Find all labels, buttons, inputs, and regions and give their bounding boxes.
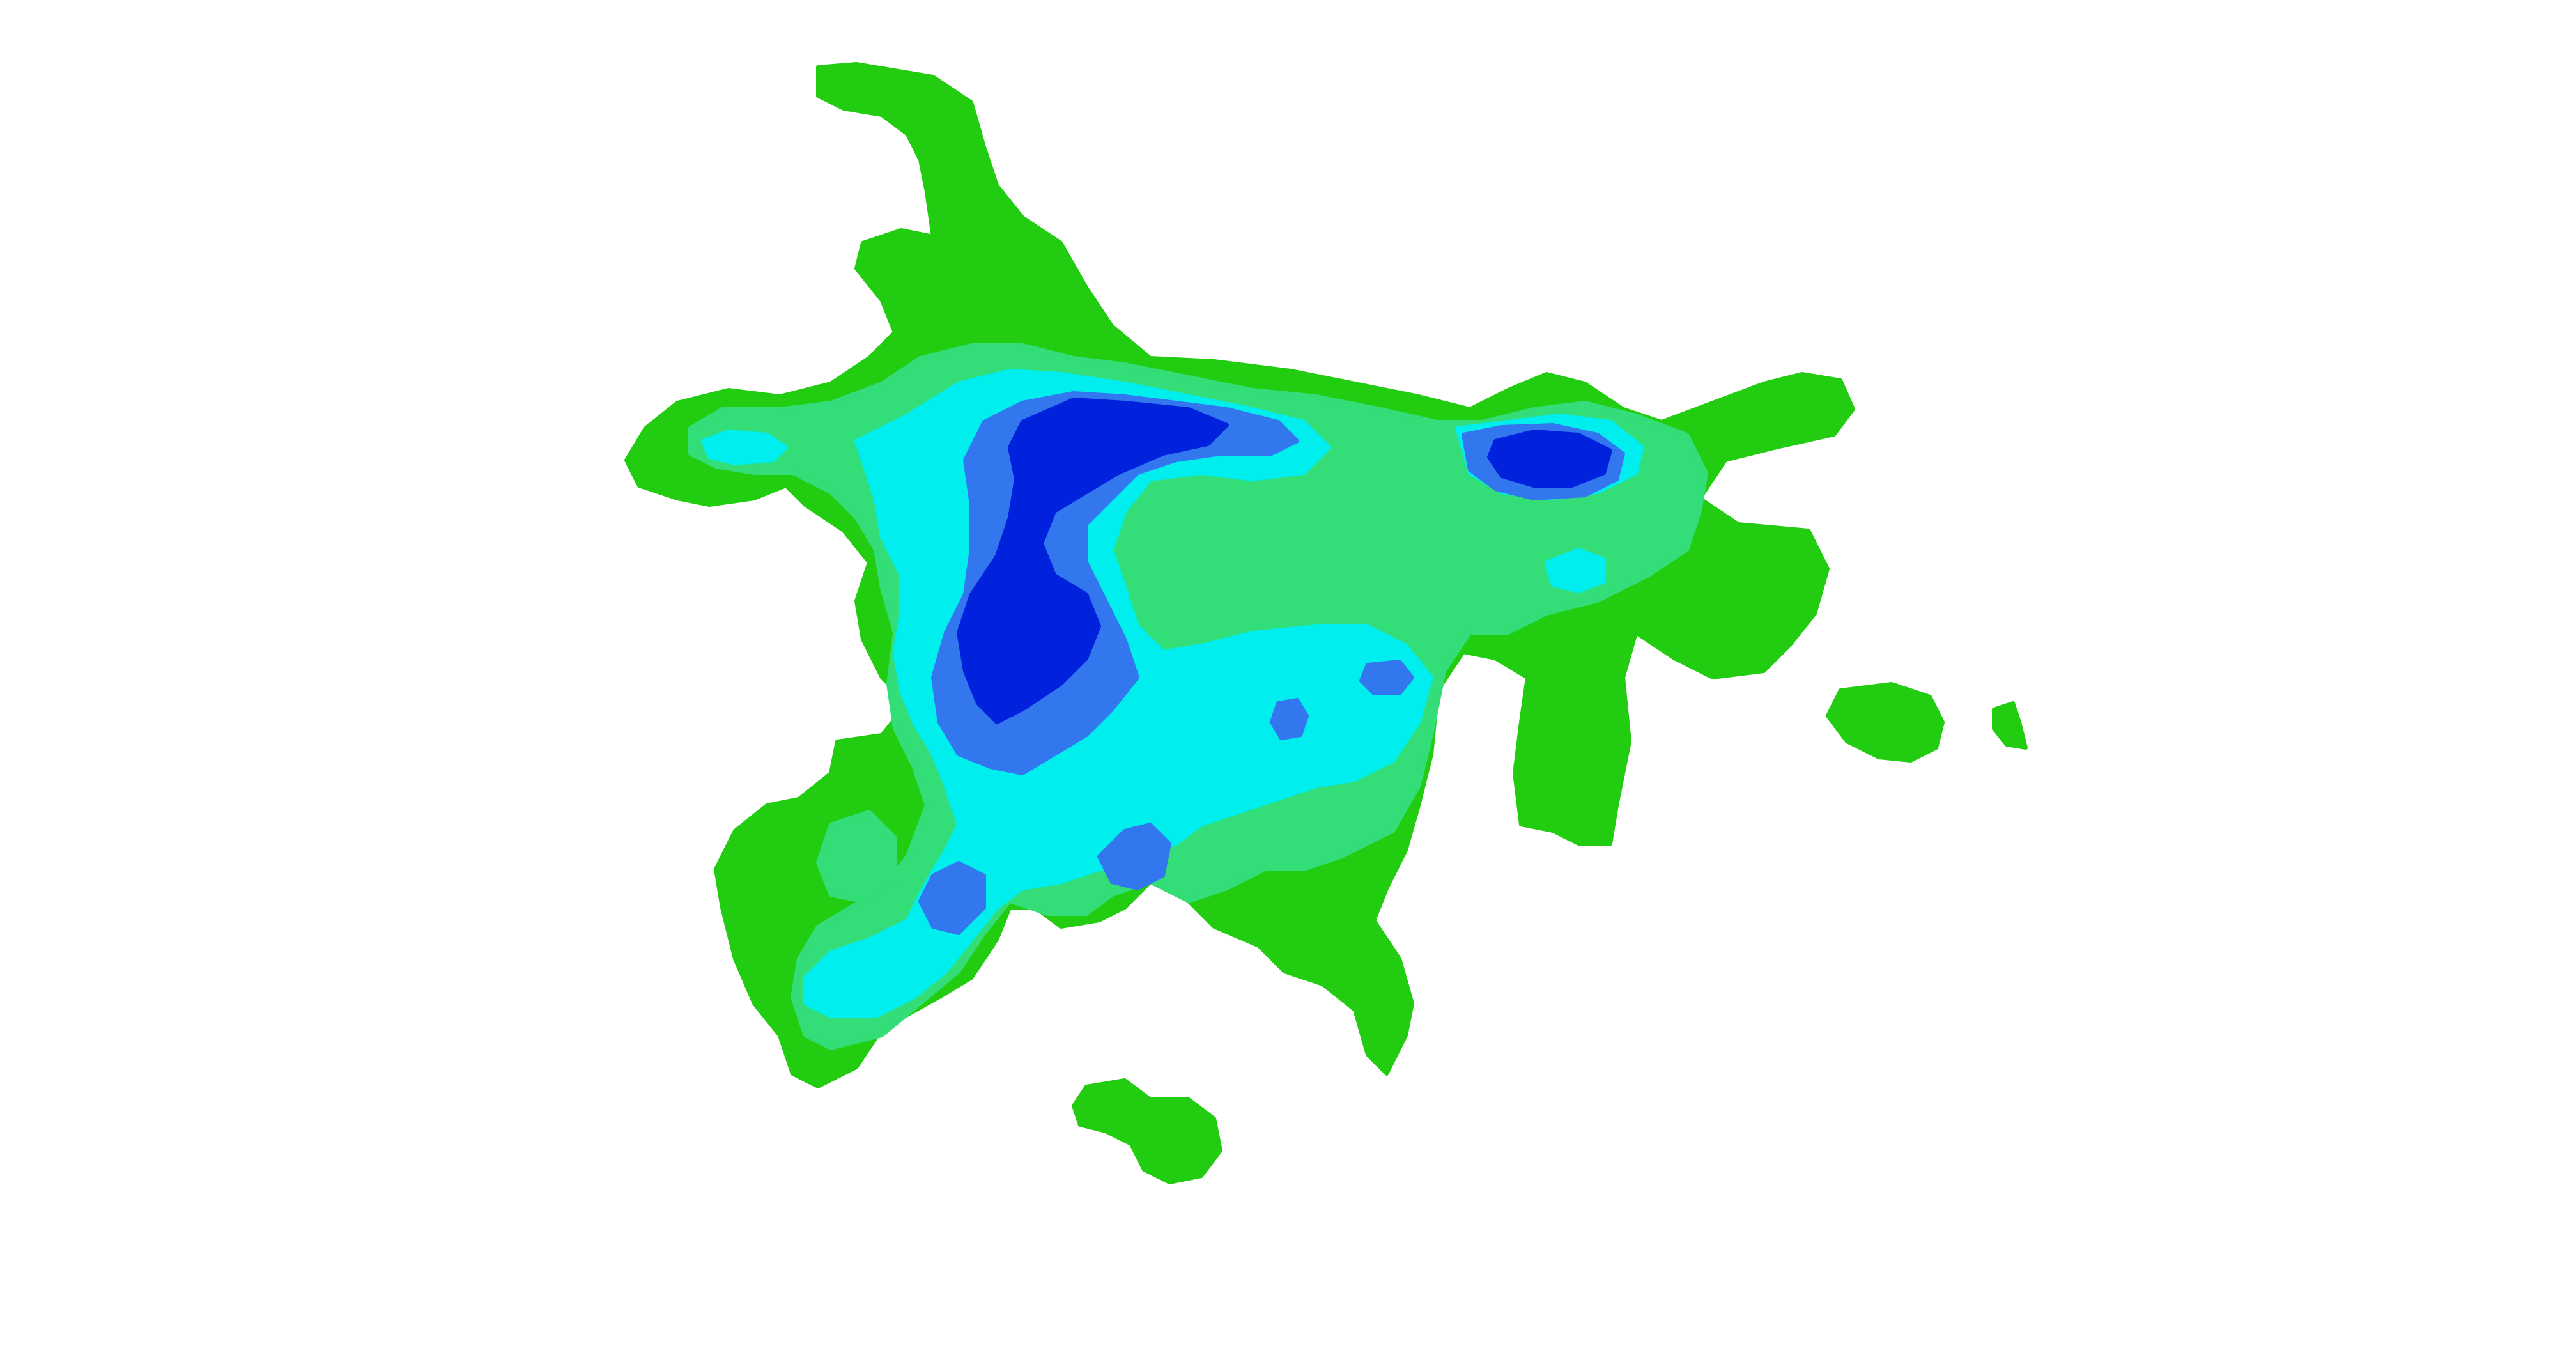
bottom-island-level-1	[1072, 1078, 1222, 1184]
small-blob-b-level-4	[918, 861, 986, 935]
east-core-level-5	[1487, 430, 1612, 488]
small-blob-d-level-4	[1270, 698, 1309, 740]
left-lobe-level-3	[701, 430, 788, 465]
small-blob-c-level-4	[1359, 660, 1414, 695]
east-island-level-1	[1826, 682, 1945, 763]
contour-level-5	[957, 398, 1612, 724]
bottom-left-level-2	[816, 810, 897, 903]
small-blob-a-level-4	[1097, 823, 1171, 890]
east-small-level-3	[1545, 548, 1606, 593]
main-core-level-5	[957, 398, 1229, 724]
far-east-speck-level-1	[1992, 701, 2028, 750]
